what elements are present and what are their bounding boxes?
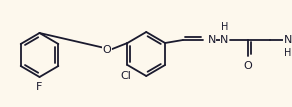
Text: N: N [284, 35, 292, 45]
Text: N: N [208, 35, 216, 45]
Text: Cl: Cl [120, 71, 131, 81]
Text: H: H [284, 48, 291, 58]
Text: N: N [220, 35, 229, 45]
Text: O: O [244, 61, 253, 71]
Text: F: F [36, 82, 43, 92]
Text: H: H [221, 22, 228, 32]
Text: O: O [102, 45, 111, 55]
